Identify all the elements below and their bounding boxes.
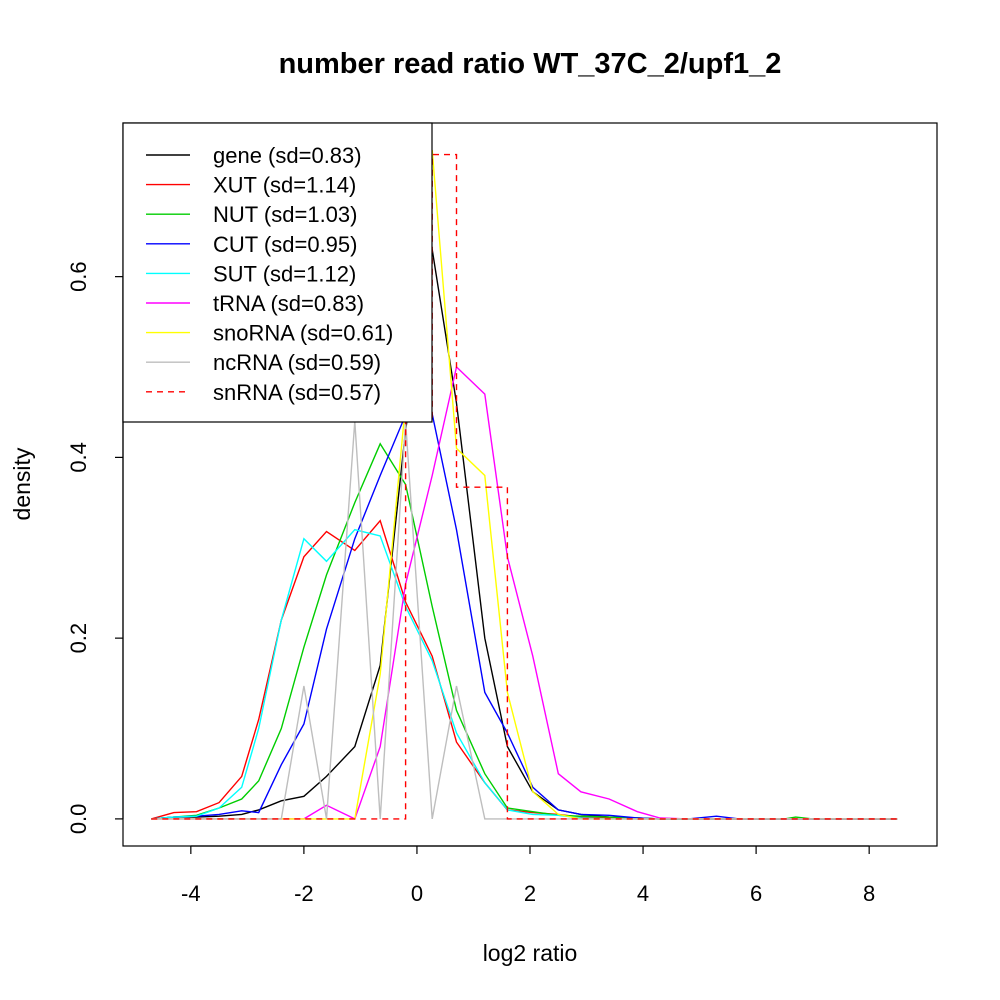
series-line-8 — [151, 153, 898, 820]
legend-label-6: snoRNA (sd=0.61) — [213, 321, 393, 346]
chart-title: number read ratio WT_37C_2/upf1_2 — [279, 48, 782, 80]
y-tick-label-1: 0.2 — [66, 623, 91, 654]
axes-layer: -4 -2 0 2 4 6 8 0.0 0.2 0.4 0.6 — [66, 122, 938, 906]
x-tick-label-0: -4 — [181, 881, 201, 906]
x-tick-label-4: 4 — [637, 881, 649, 906]
y-axis-label: density — [9, 447, 35, 520]
x-tick-label-5: 6 — [750, 881, 762, 906]
series-line-4 — [151, 528, 898, 820]
x-tick-label-2: 0 — [411, 881, 423, 906]
y-tick-label-2: 0.4 — [66, 442, 91, 473]
series-line-5 — [151, 365, 898, 820]
x-axis-label: log2 ratio — [483, 940, 578, 966]
y-tick-label-3: 0.6 — [66, 261, 91, 292]
legend-label-4: SUT (sd=1.12) — [213, 261, 356, 286]
legend-label-1: XUT (sd=1.14) — [213, 173, 356, 198]
x-tick-label-3: 2 — [524, 881, 536, 906]
x-tick-label-6: 8 — [863, 881, 875, 906]
legend-label-7: ncRNA (sd=0.59) — [213, 350, 381, 375]
series-layer — [151, 150, 898, 820]
legend-label-3: CUT (sd=0.95) — [213, 232, 357, 257]
x-tick-label-1: -2 — [294, 881, 314, 906]
legend-box — [122, 122, 433, 423]
series-line-6 — [151, 150, 898, 820]
legend-label-5: tRNA (sd=0.83) — [213, 291, 364, 316]
legend: gene (sd=0.83) XUT (sd=1.14) NUT (sd=1.03)… — [122, 122, 433, 423]
series-line-7 — [151, 421, 898, 820]
y-tick-label-0: 0.0 — [66, 804, 91, 835]
legend-label-0: gene (sd=0.83) — [213, 143, 362, 168]
legend-label-2: NUT (sd=1.03) — [213, 202, 357, 227]
legend-label-8: snRNA (sd=0.57) — [213, 380, 381, 405]
